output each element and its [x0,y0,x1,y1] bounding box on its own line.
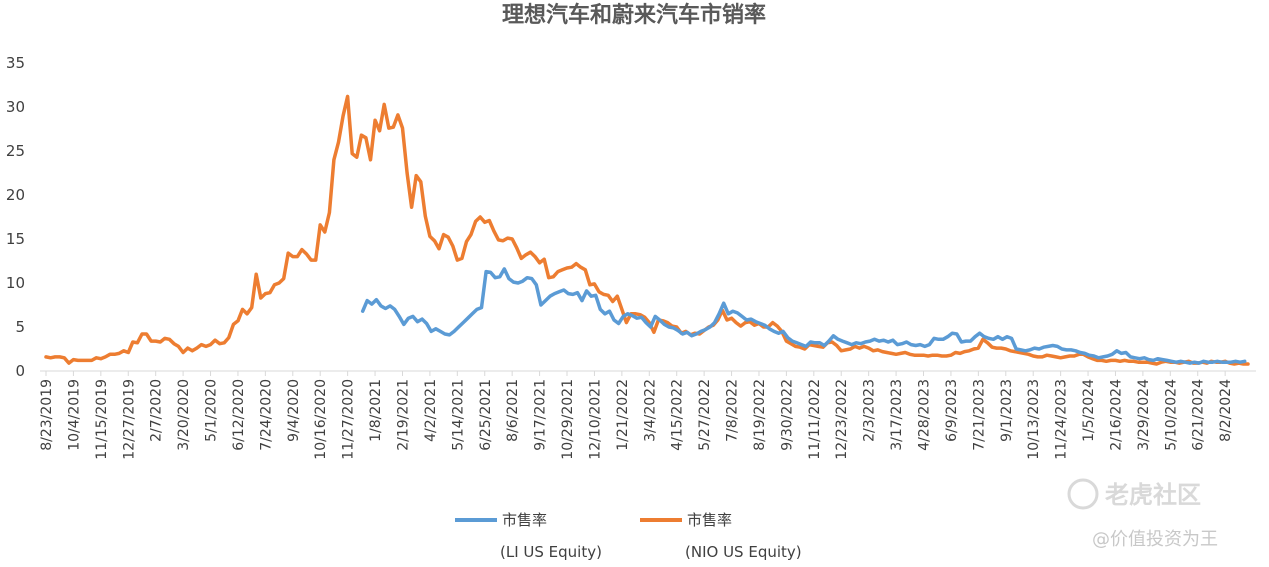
x-tick-label: 9/17/2021 [533,379,549,451]
x-tick-label: 2/16/2024 [1108,379,1124,451]
x-tick-label: 4/15/2022 [670,379,686,451]
x-tick-label: 9/4/2020 [286,379,302,442]
x-tick-label: 11/27/2020 [341,379,357,460]
x-tick-label: 11/15/2019 [94,379,110,460]
x-tick-label: 1/5/2024 [1081,379,1097,442]
x-tick-label: 5/27/2022 [697,379,713,451]
x-tick-label: 12/23/2022 [834,379,850,460]
y-tick-label: 30 [6,98,25,116]
x-tick-label: 2/3/2023 [862,379,878,442]
x-tick-label: 4/2/2021 [423,379,439,442]
x-tick-label: 9/30/2022 [779,379,795,451]
y-tick-label: 10 [6,274,25,292]
y-tick-label: 35 [6,54,25,72]
x-tick-label: 6/21/2024 [1191,379,1207,451]
x-tick-label: 3/4/2022 [642,379,658,442]
x-tick-label: 7/24/2020 [258,379,274,451]
x-tick-label: 7/8/2022 [725,379,741,442]
y-tick-label: 25 [6,142,25,160]
x-tick-label: 12/10/2021 [587,379,603,460]
x-tick-label: 1/8/2021 [368,379,384,442]
legend-item-nio[interactable]: 市售率 (NIO US Equity) [640,511,802,561]
x-tick-label: 10/13/2023 [1026,379,1042,460]
y-tick-label: 15 [6,230,25,248]
x-tick-label: 3/20/2020 [176,379,192,451]
y-tick-label: 0 [15,362,25,380]
plot-area [44,94,1250,366]
x-tick-label: 11/24/2023 [1054,379,1070,460]
watermark-brand: 老虎社区 [1105,481,1201,509]
x-tick-label: 6/12/2020 [231,379,247,451]
series-line-li [360,267,1247,365]
x-tick-label: 10/29/2021 [560,379,576,460]
x-tick-label: 8/23/2019 [39,379,55,451]
x-tick-label: 6/9/2023 [944,379,960,442]
x-tick-label: 8/2/2024 [1218,379,1234,442]
legend-label-nio: 市售率 [687,511,732,529]
x-tick-label: 1/21/2022 [615,379,631,451]
x-tick-label: 12/27/2019 [121,379,137,460]
legend: 市售率 (LI US Equity) 市售率 (NIO US Equity) [455,511,802,561]
watermark-author: @价值投资为王 [1092,529,1218,550]
legend-label-li: 市售率 [502,511,547,529]
x-tick-label: 9/1/2023 [999,379,1015,442]
legend-item-li[interactable]: 市售率 (LI US Equity) [455,511,602,561]
y-tick-label: 5 [15,318,25,336]
x-tick-label: 10/4/2019 [66,379,82,451]
y-axis: 0 5 10 15 20 25 30 35 [6,54,25,380]
x-tick-label: 5/1/2020 [204,379,220,442]
x-tick-label: 11/11/2022 [807,379,823,460]
x-tick-label: 10/16/2020 [313,379,329,460]
x-tick-label: 2/7/2020 [149,379,165,442]
x-tick-label: 4/28/2023 [917,379,933,451]
legend-sublabel-nio: (NIO US Equity) [685,543,802,561]
x-tick-label: 5/10/2024 [1163,379,1179,451]
x-tick-label: 3/17/2023 [889,379,905,451]
y-tick-label: 20 [6,186,25,204]
x-tick-label: 3/29/2024 [1136,379,1152,451]
tiger-logo-icon [1067,478,1099,510]
x-tick-label: 6/25/2021 [478,379,494,451]
watermark: 老虎社区 @价值投资为王 [1067,478,1218,550]
x-tick-label: 7/21/2023 [971,379,987,451]
x-axis: 8/23/2019 10/4/2019 11/15/2019 12/27/2019 2/… [39,371,1234,460]
series-line-nio [44,94,1250,366]
x-tick-label: 8/19/2022 [752,379,768,451]
legend-sublabel-li: (LI US Equity) [500,543,602,561]
x-tick-label: 2/19/2021 [395,379,411,451]
chart-title: 理想汽车和蔚来汽车市销率 [502,2,766,28]
x-tick-label: 5/14/2021 [450,379,466,451]
x-tick-label: 8/6/2021 [505,379,521,442]
